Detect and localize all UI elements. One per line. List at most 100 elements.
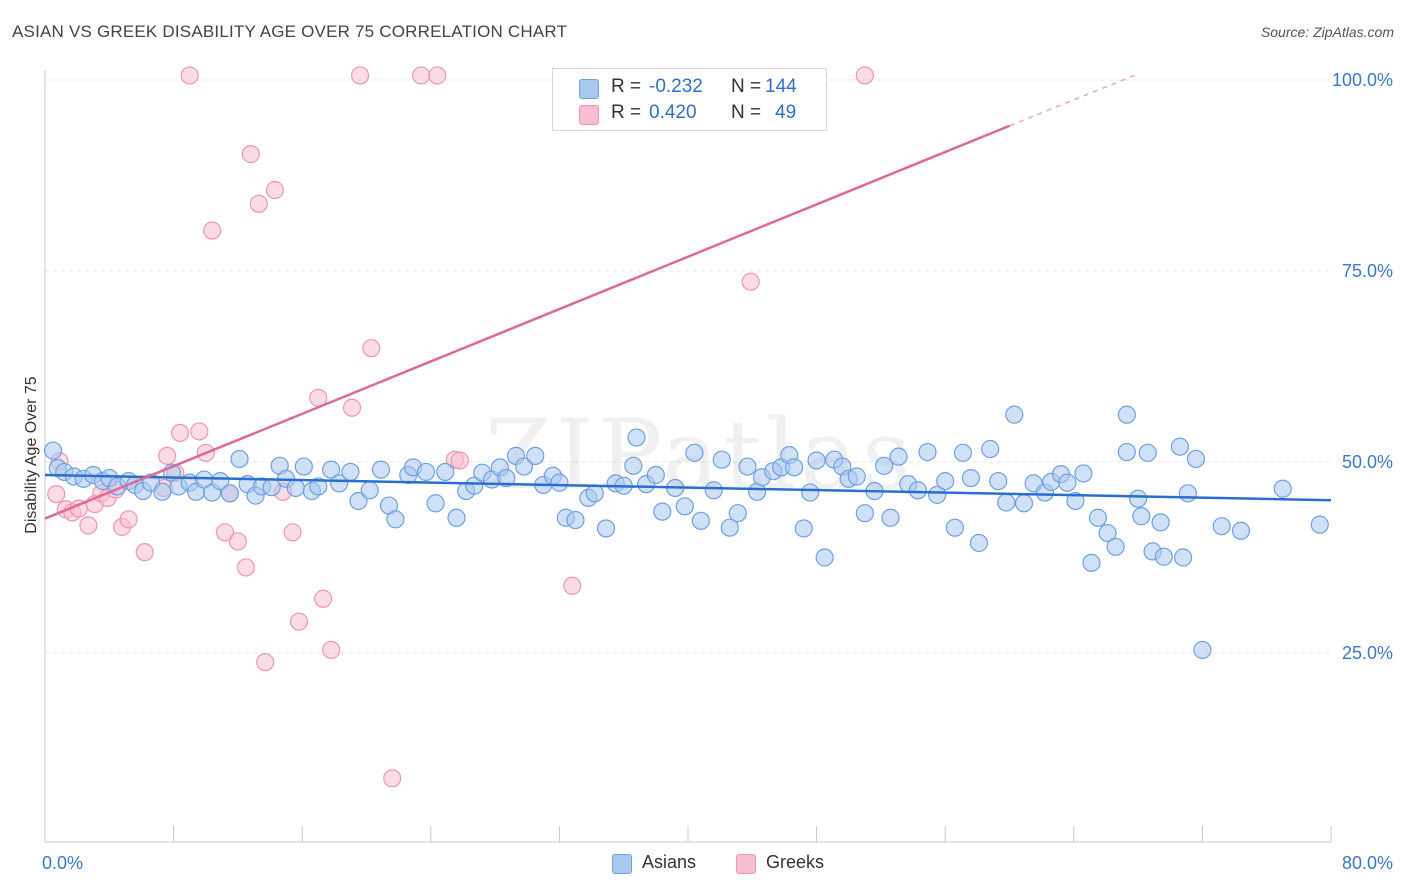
greek-point [412, 66, 431, 85]
greek-point [741, 272, 760, 291]
asian-point [875, 456, 894, 475]
greek-point [236, 558, 256, 577]
asian-point [646, 465, 665, 485]
r-label: R = [611, 102, 642, 123]
asian-point [675, 497, 694, 516]
asian-point [847, 467, 866, 486]
asian-point [855, 504, 874, 523]
greek-point [158, 446, 177, 465]
y-tick-label: 50.0% [1342, 452, 1393, 472]
asian-point [1066, 491, 1085, 511]
y-tick-label: 100.0% [1332, 70, 1393, 90]
asian-point [1058, 473, 1077, 492]
series-legend: Asians Greeks [0, 852, 1406, 878]
asian-point [1014, 494, 1034, 513]
greek-point [190, 422, 209, 441]
asian-point [728, 504, 747, 523]
asian-point [371, 460, 391, 479]
greek-point [342, 398, 362, 417]
correlation-legend: R = -0.232 N = 144 R = 0.420 N = 49 [552, 68, 827, 131]
asian-point [928, 485, 947, 504]
asian-point [1117, 405, 1136, 424]
asian-point [220, 484, 239, 503]
greek-point [428, 66, 447, 85]
n-label: N = [731, 76, 762, 97]
asian-point [1098, 523, 1117, 543]
legend-label-greeks: Greeks [766, 852, 825, 872]
greek-point [47, 484, 66, 504]
greek-points [47, 66, 874, 788]
asian-point [1132, 507, 1151, 526]
asian-point [360, 481, 379, 500]
asian-point [1170, 437, 1189, 456]
asian-point [585, 484, 604, 503]
tick-labels: 100.0% 75.0% 50.0% 25.0% 0.0% 80.0% [42, 70, 1393, 873]
greek-point [450, 451, 469, 470]
asian-point [1138, 443, 1157, 462]
asian-point [211, 472, 230, 491]
asian-point [1310, 515, 1329, 534]
asian-trend-line [44, 473, 1332, 502]
asian-point [685, 443, 704, 462]
greek-trend-line [44, 124, 1010, 520]
asian-point [1273, 479, 1292, 498]
asian-point [624, 456, 643, 475]
x-tick-label: 0.0% [42, 853, 83, 873]
r-value: -0.232 [649, 76, 703, 97]
asian-point [1193, 640, 1212, 660]
greek-point [135, 543, 154, 562]
asian-point [961, 468, 981, 488]
legend-row-greeks: R = 0.420 N = 49 [553, 102, 826, 126]
greek-point [289, 612, 309, 631]
asian-point [1128, 489, 1148, 508]
asian-point [997, 493, 1016, 512]
asian-point [815, 548, 834, 567]
greek-point [283, 523, 302, 542]
asian-swatch [579, 79, 599, 99]
n-value: 49 [775, 102, 797, 123]
asian-point [497, 468, 516, 488]
asian-point [1005, 405, 1024, 424]
y-tick-label: 75.0% [1342, 261, 1393, 281]
legend-label-asians: Asians [642, 852, 697, 872]
asian-point [712, 450, 731, 469]
source-credit: Source: ZipAtlas.com [1260, 24, 1394, 40]
n-value: 144 [765, 76, 797, 97]
asian-point [230, 449, 249, 469]
greek-point [203, 221, 222, 240]
asian-point [1151, 513, 1170, 532]
greek-point [215, 523, 235, 542]
asian-point [286, 478, 305, 498]
greek-point [241, 145, 260, 164]
chart-title: ASIAN VS GREEK DISABILITY AGE OVER 75 CO… [12, 22, 568, 41]
asian-point [153, 482, 172, 501]
x-tick-label: 80.0% [1342, 853, 1393, 873]
asian-point [918, 442, 937, 462]
greek-point [265, 180, 284, 200]
asian-point [294, 457, 313, 476]
asian-point [465, 476, 484, 495]
asian-point [1231, 521, 1251, 540]
asian-point [720, 518, 739, 537]
asian-swatch [612, 854, 632, 874]
asian-point [349, 491, 368, 511]
asian-point [1154, 547, 1173, 566]
asian-point [1106, 537, 1125, 556]
greek-point [350, 66, 370, 85]
axes [44, 70, 1332, 843]
greek-point [119, 510, 138, 529]
asian-point [704, 481, 723, 500]
y-tick-label: 25.0% [1342, 643, 1393, 663]
asian-point [447, 508, 466, 527]
greek-point [228, 532, 247, 551]
greek-point [362, 339, 381, 358]
asian-point [981, 439, 1000, 459]
asian-point [908, 481, 927, 500]
asian-point [416, 462, 436, 482]
asian-point [794, 519, 813, 538]
asian-point [801, 483, 820, 502]
n-label: N = [731, 102, 762, 123]
asian-point [627, 428, 646, 447]
asian-point [1174, 548, 1193, 567]
